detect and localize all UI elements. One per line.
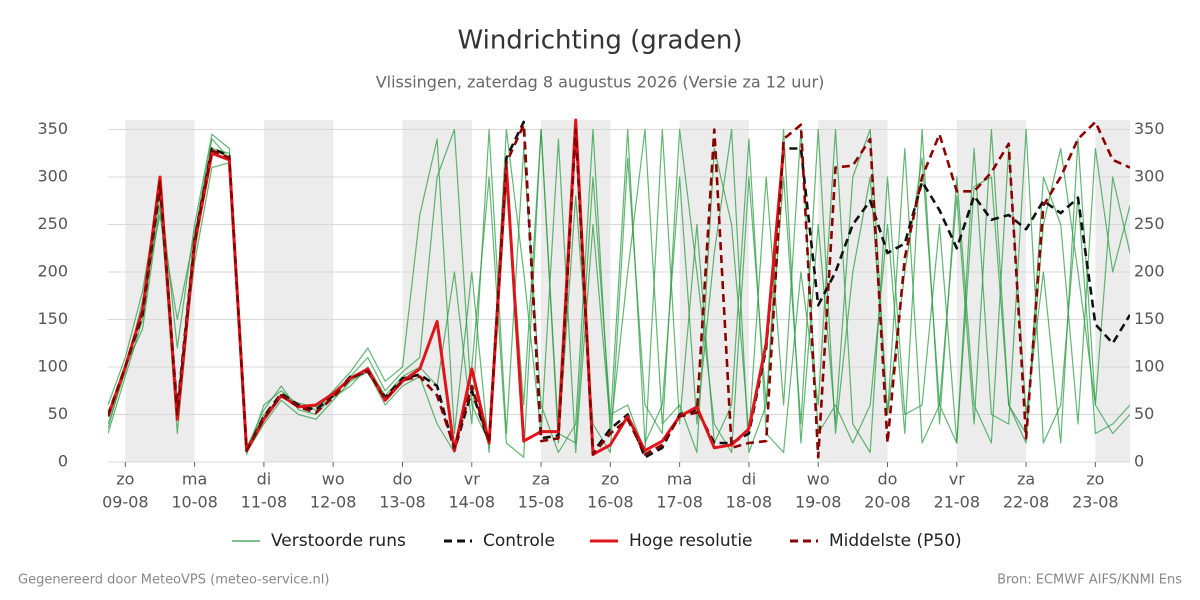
x-tick-label: zo: [601, 470, 619, 489]
y-tick-label: 350: [37, 119, 68, 138]
x-tick-label: zo: [116, 470, 134, 489]
y-tick-label: 200: [37, 262, 68, 281]
legend-label: Hoge resolutie: [629, 531, 753, 551]
legend-label: Verstoorde runs: [271, 531, 406, 551]
x-tick-date: 18-08: [726, 493, 773, 512]
x-tick-label: ma: [182, 470, 207, 489]
x-tick-label: ma: [667, 470, 692, 489]
day-band: [818, 120, 888, 462]
y2-tick-label: 0: [1134, 452, 1144, 471]
x-tick-date: 09-08: [102, 493, 149, 512]
x-tick-date: 22-08: [1003, 493, 1050, 512]
x-tick-label: za: [532, 470, 550, 489]
chart-subtitle: Vlissingen, zaterdag 8 augustus 2026 (Ve…: [376, 73, 825, 92]
x-tick-date: 16-08: [587, 493, 634, 512]
x-tick-date: 19-08: [795, 493, 842, 512]
y-tick-label: 150: [37, 309, 68, 328]
footer-left: Gegenereerd door MeteoVPS (meteo-service…: [18, 573, 329, 588]
x-tick-date: 14-08: [449, 493, 496, 512]
x-tick-label: zo: [1086, 470, 1104, 489]
x-tick-label: wo: [807, 470, 830, 489]
x-tick-label: vr: [949, 470, 965, 489]
y2-tick-label: 300: [1134, 167, 1165, 186]
legend-label: Middelste (P50): [829, 531, 962, 551]
day-band: [125, 120, 195, 462]
x-tick-label: do: [392, 470, 412, 489]
y2-tick-label: 150: [1134, 309, 1165, 328]
y2-tick-label: 50: [1134, 404, 1154, 423]
y-tick-label: 50: [48, 404, 68, 423]
y2-tick-label: 350: [1134, 119, 1165, 138]
y-tick-label: 300: [37, 167, 68, 186]
series-line: [108, 120, 1130, 459]
x-tick-date: 10-08: [171, 493, 218, 512]
series-line: [108, 118, 786, 456]
legend-label: Controle: [483, 531, 555, 551]
x-tick-date: 20-08: [864, 493, 911, 512]
perturbed-run: [108, 128, 1130, 454]
x-tick-date: 21-08: [934, 493, 981, 512]
footer-right: Bron: ECMWF AIFS/KNMI Ens: [997, 573, 1182, 588]
x-tick-date: 15-08: [518, 493, 565, 512]
y2-tick-label: 250: [1134, 214, 1165, 233]
x-tick-date: 12-08: [310, 493, 357, 512]
x-tick-date: 11-08: [241, 493, 288, 512]
perturbed-run: [108, 128, 1130, 455]
y-tick-label: 0: [58, 452, 68, 471]
x-tick-label: do: [878, 470, 898, 489]
chart-title: Windrichting (graden): [457, 26, 742, 56]
x-tick-label: di: [742, 470, 757, 489]
x-tick-label: za: [1017, 470, 1035, 489]
x-tick-label: di: [257, 470, 272, 489]
x-tick-date: 23-08: [1072, 493, 1119, 512]
x-tick-label: vr: [464, 470, 480, 489]
y-tick-label: 250: [37, 214, 68, 233]
y2-tick-label: 100: [1134, 357, 1165, 376]
y2-tick-label: 200: [1134, 262, 1165, 281]
y-tick-label: 100: [37, 357, 68, 376]
day-band: [541, 120, 611, 462]
x-tick-date: 17-08: [656, 493, 703, 512]
x-tick-label: wo: [322, 470, 345, 489]
x-tick-date: 13-08: [379, 493, 426, 512]
